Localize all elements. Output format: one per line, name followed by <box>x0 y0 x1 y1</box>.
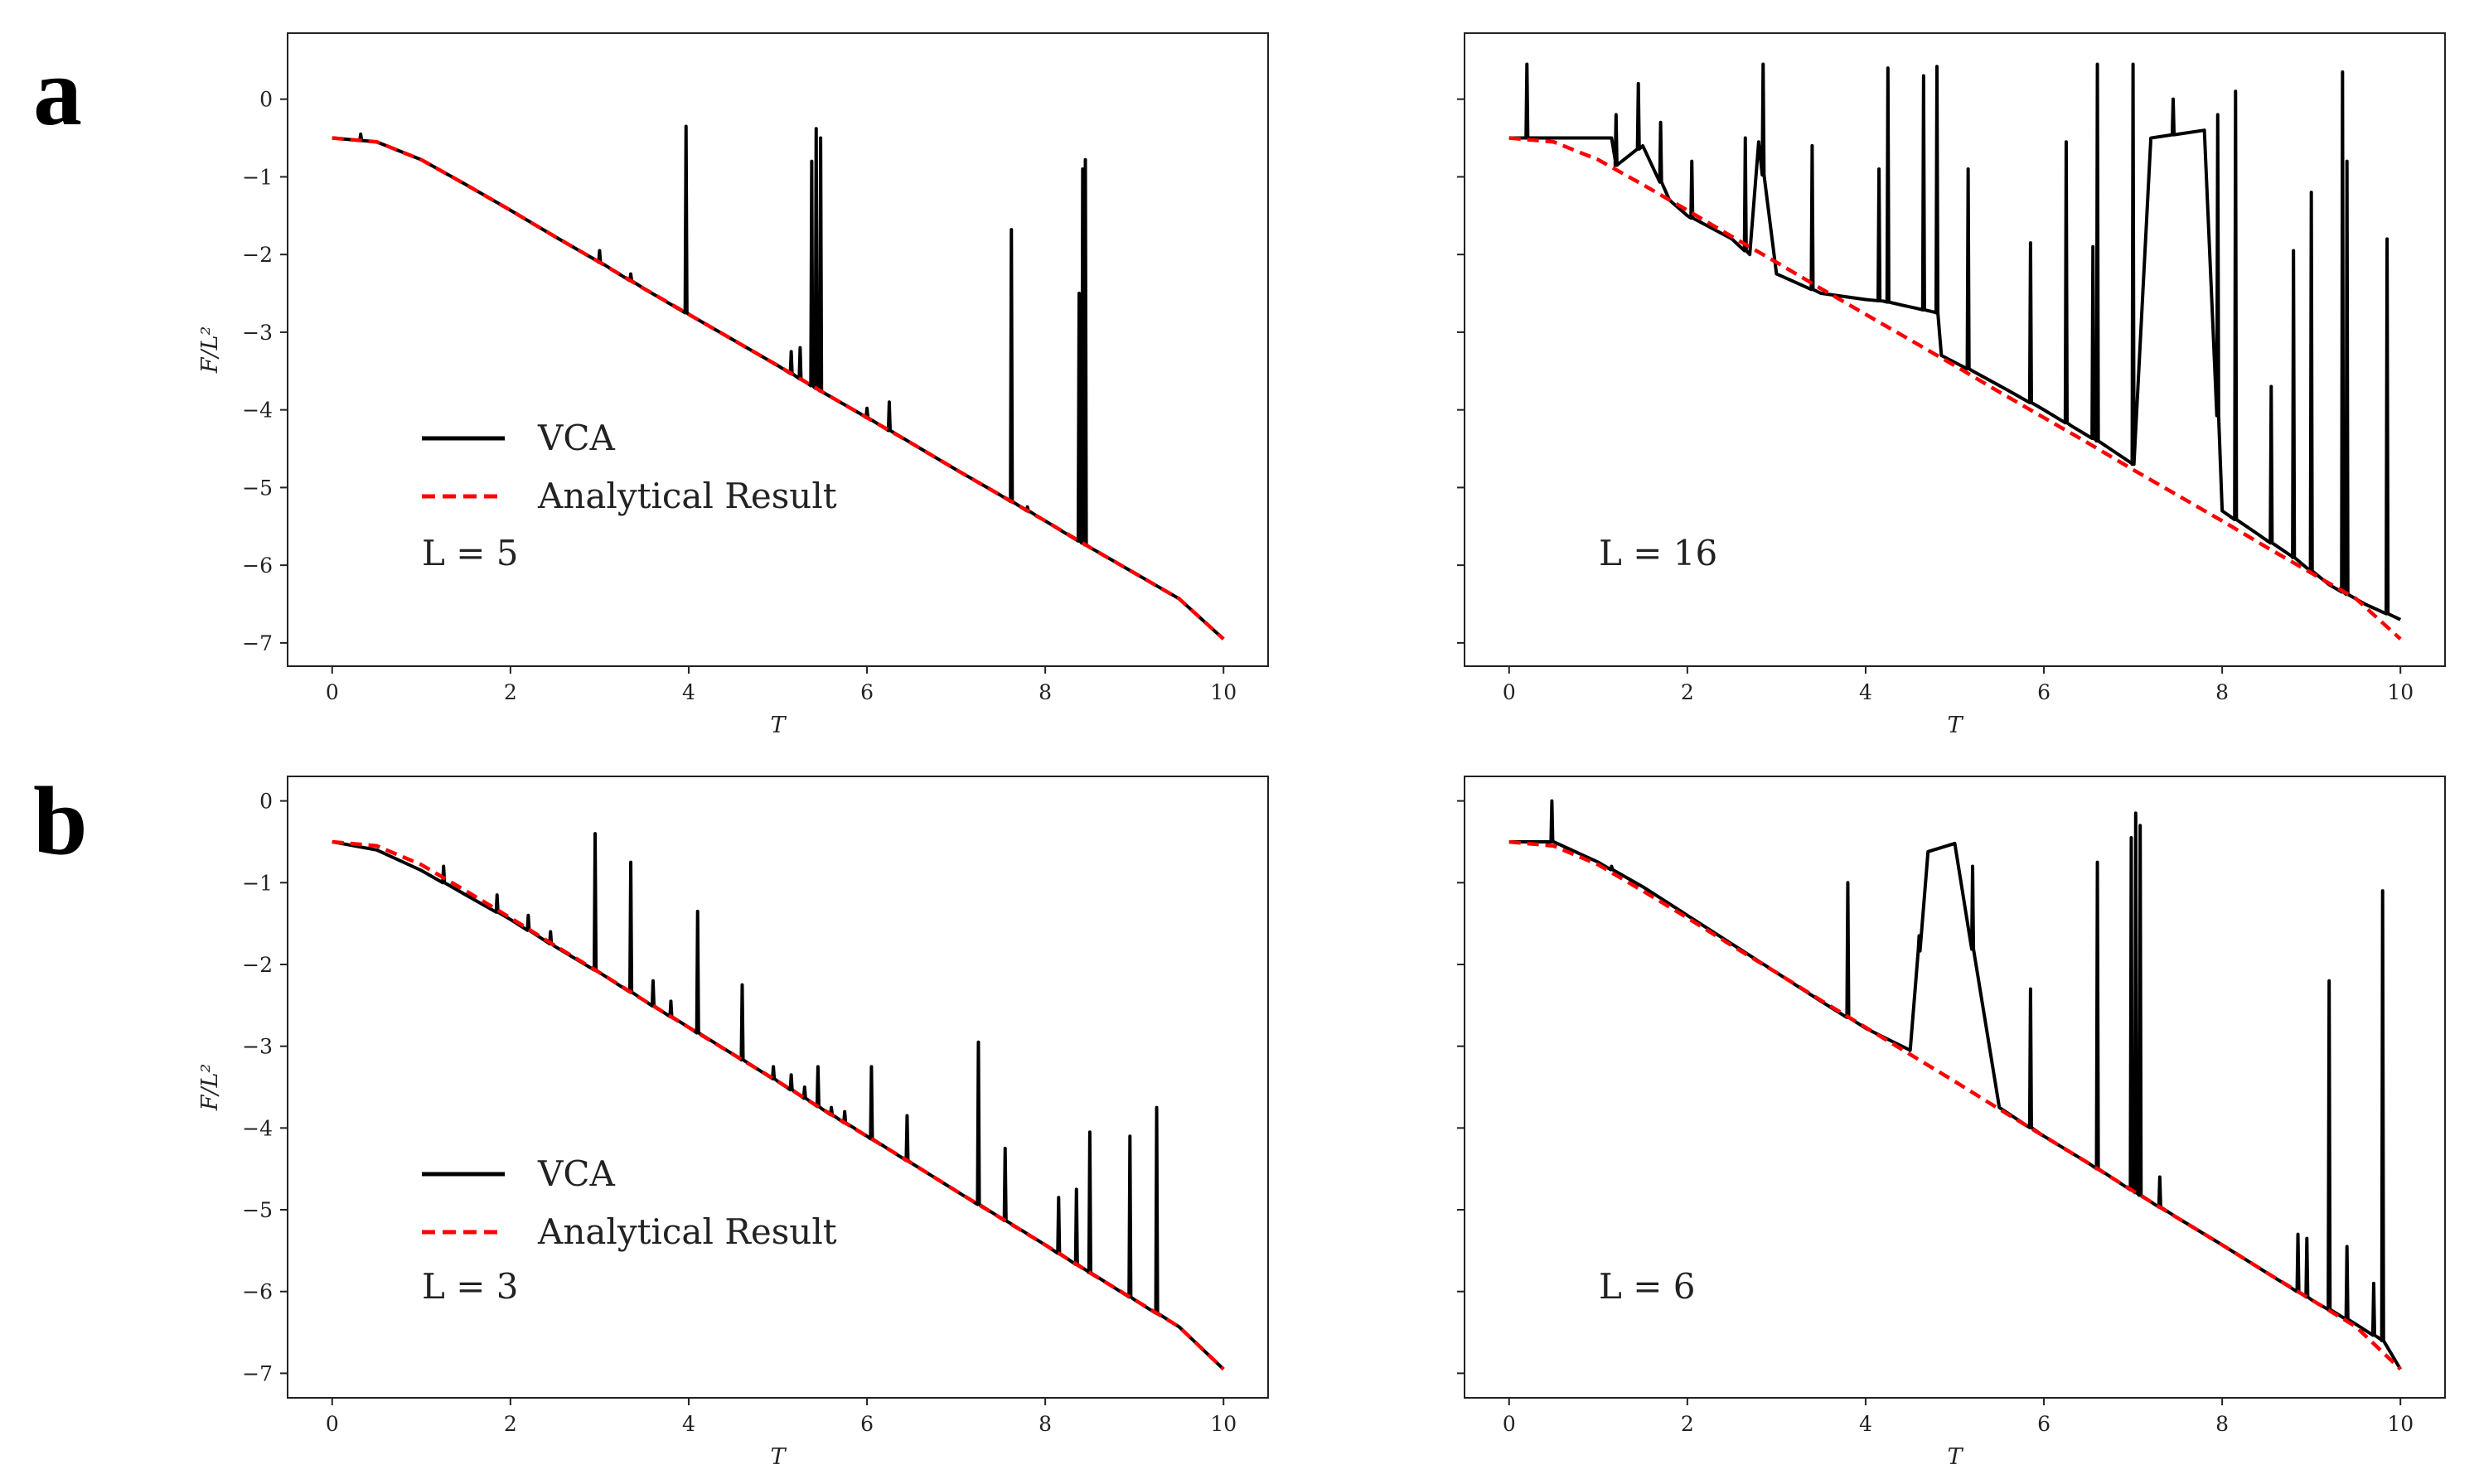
analytical-line <box>332 136 1225 640</box>
plot-frame <box>1464 776 2446 1399</box>
chart-top-right: 0 2 4 6 8 10 T L = 16 <box>1457 32 2446 738</box>
x-tick-label: 8 <box>2215 1412 2229 1436</box>
y-tick-label: −5 <box>242 1198 273 1222</box>
x-tick-label: 0 <box>326 680 339 704</box>
chart-bottom-right: 0 2 4 6 8 10 T L = 6 <box>1457 776 2446 1470</box>
x-axis-label: T <box>1947 1444 1963 1470</box>
x-tick-label: 6 <box>2037 1412 2051 1436</box>
x-tick-label: 8 <box>1039 1412 1052 1436</box>
y-tick-label: −1 <box>242 871 273 895</box>
x-tick-label: 4 <box>1859 1412 1872 1436</box>
size-annotation: L = 16 <box>1599 533 1717 573</box>
y-tick-label: −6 <box>242 553 273 578</box>
x-tick-label: 0 <box>326 1412 339 1436</box>
y-tick-label: −3 <box>242 321 273 345</box>
x-tick-label: 2 <box>504 1412 517 1436</box>
size-annotation: L = 6 <box>1599 1266 1696 1307</box>
x-tick-label: 4 <box>1859 680 1872 704</box>
x-tick-label: 8 <box>1039 680 1052 704</box>
y-tick-label: −2 <box>242 243 273 267</box>
y-tick-label: 0 <box>259 790 273 814</box>
x-tick-label: 6 <box>860 1412 874 1436</box>
x-tick-label: 4 <box>682 1412 695 1436</box>
panel-label-b: b <box>33 766 88 875</box>
y-tick-label: −4 <box>242 1116 273 1140</box>
x-tick-label: 10 <box>2387 1412 2414 1436</box>
x-tick-label: 10 <box>1210 1412 1237 1436</box>
legend-entry: Analytical Result <box>537 1211 837 1252</box>
y-tick-label: −2 <box>242 953 273 977</box>
chart-top-left: 0 2 4 6 8 10 0 −1 −2 −3 −4 −5 −6 −7 T F/L² VCA Analytical… <box>197 32 1269 738</box>
y-tick-label: −5 <box>242 476 273 500</box>
plot-frame <box>287 32 1269 667</box>
x-tick-label: 2 <box>1681 680 1694 704</box>
y-tick-label: −4 <box>242 399 273 423</box>
chart-bottom-left: 0 2 4 6 8 10 0 −1 −2 −3 −4 −5 −6 −7 T F/L² VCA Analytical… <box>197 776 1269 1470</box>
x-axis-label: T <box>770 713 787 738</box>
y-tick-label: −7 <box>242 1361 273 1385</box>
y-tick-label: −1 <box>242 165 273 189</box>
x-axis-label: T <box>1947 713 1963 738</box>
x-tick-label: 6 <box>860 680 874 704</box>
y-axis-label: F/L² <box>197 326 223 375</box>
legend-entry: VCA <box>537 1153 615 1194</box>
plot-frame <box>1464 32 2446 667</box>
x-tick-label: 6 <box>2037 680 2051 704</box>
x-tick-label: 0 <box>1503 680 1516 704</box>
x-tick-label: 8 <box>2215 680 2229 704</box>
y-tick-label: −7 <box>242 631 273 655</box>
y-axis-label: F/L² <box>197 1064 223 1112</box>
size-annotation: L = 5 <box>422 533 519 573</box>
analytical-line <box>1508 839 2402 1371</box>
x-tick-label: 2 <box>1681 1412 1694 1436</box>
analytical-line <box>1508 136 2402 640</box>
y-tick-label: −6 <box>242 1280 273 1304</box>
y-tick-label: 0 <box>259 88 273 112</box>
x-tick-label: 4 <box>682 680 695 704</box>
x-tick-label: 2 <box>504 680 517 704</box>
panel-label-a: a <box>33 37 82 146</box>
plot-frame <box>287 776 1269 1399</box>
size-annotation: L = 3 <box>422 1266 519 1307</box>
legend-entry: VCA <box>537 418 615 458</box>
analytical-line <box>332 839 1225 1371</box>
x-axis-label: T <box>770 1444 787 1470</box>
x-tick-label: 0 <box>1503 1412 1516 1436</box>
legend-entry: Analytical Result <box>537 476 837 516</box>
x-tick-label: 10 <box>2387 680 2414 704</box>
x-tick-label: 10 <box>1210 680 1237 704</box>
y-tick-label: −3 <box>242 1035 273 1059</box>
